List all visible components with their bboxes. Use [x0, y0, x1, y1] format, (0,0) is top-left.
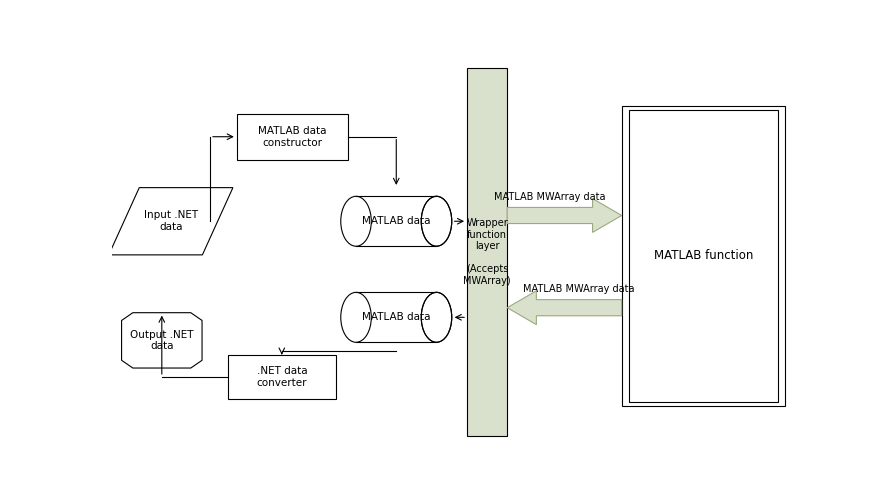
- Text: MATLAB MWArray data: MATLAB MWArray data: [493, 192, 605, 202]
- Bar: [467, 67, 507, 437]
- Polygon shape: [109, 188, 232, 255]
- Text: Output .NET
data: Output .NET data: [130, 329, 193, 351]
- Text: Wrapper
function
layer

(Accepts
MWArray): Wrapper function layer (Accepts MWArray): [463, 218, 510, 286]
- Polygon shape: [592, 199, 621, 233]
- Bar: [507, 208, 592, 224]
- Ellipse shape: [421, 196, 451, 246]
- Bar: [621, 106, 784, 406]
- Ellipse shape: [421, 292, 451, 342]
- Text: MATLAB MWArray data: MATLAB MWArray data: [523, 284, 634, 294]
- Ellipse shape: [421, 196, 451, 246]
- Text: MATLAB data: MATLAB data: [361, 216, 430, 226]
- Polygon shape: [122, 313, 202, 368]
- Bar: [356, 196, 436, 246]
- Ellipse shape: [421, 292, 451, 342]
- Bar: [236, 114, 347, 160]
- Text: MATLAB function: MATLAB function: [653, 250, 752, 262]
- Polygon shape: [507, 291, 536, 325]
- Ellipse shape: [341, 196, 371, 246]
- Text: Input .NET
data: Input .NET data: [144, 211, 198, 232]
- Bar: [356, 292, 436, 342]
- Ellipse shape: [341, 292, 371, 342]
- Text: MATLAB data: MATLAB data: [361, 312, 430, 322]
- Bar: [228, 355, 335, 399]
- Bar: [536, 299, 621, 316]
- Text: .NET data
converter: .NET data converter: [257, 366, 307, 388]
- Bar: [628, 110, 777, 402]
- Text: MATLAB data
constructor: MATLAB data constructor: [257, 126, 326, 148]
